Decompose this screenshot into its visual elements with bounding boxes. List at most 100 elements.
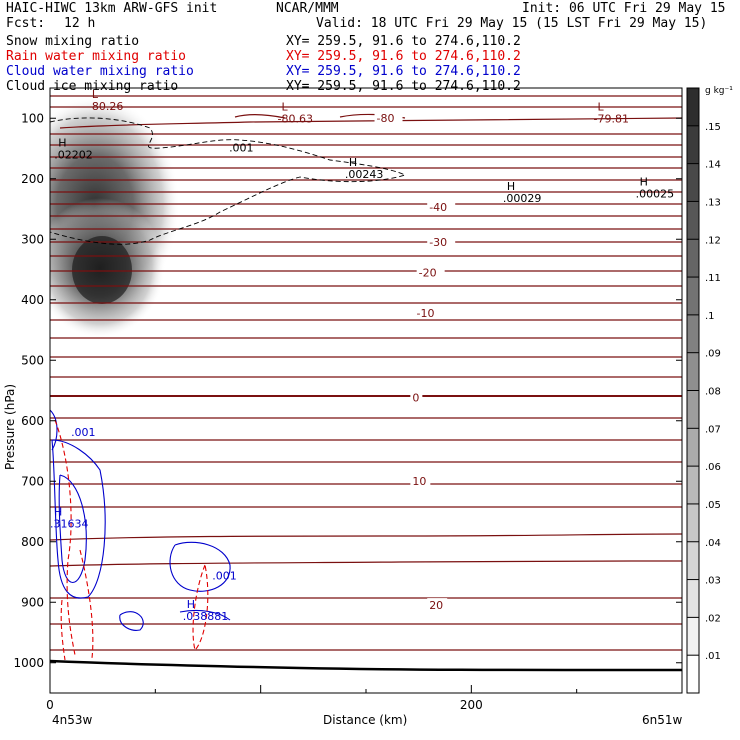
colorbar-segment bbox=[687, 277, 699, 315]
field-name-rain: Rain water mixing ratio bbox=[6, 49, 187, 64]
colorbar-segment bbox=[687, 314, 699, 353]
temperature-contour-label: -40 bbox=[429, 201, 447, 214]
rain-water-contours bbox=[54, 419, 209, 661]
x-end-location: 6n51w bbox=[642, 713, 683, 727]
snow-extremum-marker: H bbox=[507, 180, 515, 193]
colorbar-segment bbox=[687, 88, 699, 126]
temperature-contour-label: -10 bbox=[417, 307, 435, 320]
colorbar-label: .07 bbox=[705, 424, 721, 435]
colorbar-label: .13 bbox=[705, 197, 721, 208]
colorbar-label: .1 bbox=[705, 311, 715, 322]
x-tick-label: 200 bbox=[460, 698, 483, 712]
temperature-extremum-value: -80.26 bbox=[88, 100, 123, 113]
cloud-ice-extremum-value: .02202 bbox=[54, 149, 93, 162]
forecast-label: Fcst: bbox=[6, 16, 46, 31]
field-xy-snow: XY= 259.5, 91.6 to 274.6,110.2 bbox=[286, 34, 521, 49]
temperature-contour-label: 0 bbox=[412, 392, 419, 405]
colorbar-label: .15 bbox=[705, 122, 721, 133]
colorbar-label: .03 bbox=[705, 576, 721, 587]
colorbar: .01 .02 .03 .04 .05 .06 .07 .08 .09 .1 .11 .12 .13 .1… bbox=[686, 87, 721, 694]
temperature-extremum-value: -80.63 bbox=[278, 112, 313, 125]
field-xy-cloud-water: XY= 259.5, 91.6 to 274.6,110.2 bbox=[286, 64, 521, 79]
y-tick-label: 100 bbox=[21, 111, 44, 125]
colorbar-segment bbox=[687, 239, 699, 278]
snow-extremum-marker: H bbox=[349, 156, 357, 169]
colorbar-segment bbox=[687, 466, 699, 504]
snow-contour-label: .001 bbox=[229, 142, 254, 155]
colorbar-segment bbox=[687, 163, 699, 202]
colorbar-segment bbox=[687, 428, 699, 467]
colorbar-label: .12 bbox=[705, 235, 721, 246]
y-tick-label: 800 bbox=[21, 535, 44, 549]
colorbar-label: .02 bbox=[705, 613, 721, 624]
temperature-contour-label: 20 bbox=[429, 599, 443, 612]
temperature-contour-label: -80 bbox=[377, 112, 395, 125]
field-xy-cloud-ice: XY= 259.5, 91.6 to 274.6,110.2 bbox=[286, 79, 521, 94]
field-name-cloud-water: Cloud water mixing ratio bbox=[6, 64, 194, 79]
snow-contour bbox=[50, 117, 407, 245]
snow-extremum-value: .00243 bbox=[345, 168, 384, 181]
y-axis-label: Pressure (hPa) bbox=[3, 383, 17, 470]
valid-time: Valid: 18 UTC Fri 29 May 15 (15 LST Fri … bbox=[316, 16, 708, 31]
colorbar-label: .04 bbox=[705, 538, 721, 549]
contour-label-bg bbox=[427, 235, 456, 249]
x-axis-label: Distance (km) bbox=[323, 713, 408, 727]
cloud-water-contours bbox=[50, 409, 231, 631]
y-tick-label: 1000 bbox=[13, 656, 44, 670]
snow-extremum-value: .00025 bbox=[636, 187, 675, 200]
colorbar-segment bbox=[687, 503, 699, 542]
contour-label-bg bbox=[410, 474, 431, 488]
temperature-contour-label: 10 bbox=[412, 475, 426, 488]
cloud-water-extremum-value: .038881 bbox=[183, 610, 229, 623]
colorbar-label: .01 bbox=[705, 651, 721, 662]
colorbar-segment bbox=[687, 125, 699, 164]
y-tick-label: 400 bbox=[21, 293, 44, 307]
cloud-water-extremum-marker: H bbox=[54, 506, 62, 519]
x-tick-label: 0 bbox=[46, 698, 54, 712]
colorbar-label: .14 bbox=[705, 160, 721, 171]
contour-label-bg bbox=[414, 305, 443, 319]
cloud-water-contour-label: .001 bbox=[71, 426, 96, 439]
colorbar-segment bbox=[687, 352, 699, 391]
contour-label-bg bbox=[374, 111, 403, 125]
colorbar-segment bbox=[687, 617, 699, 656]
colorbar-unit: g kg⁻¹ bbox=[705, 86, 733, 96]
temperature-extremum-marker: L bbox=[598, 100, 605, 113]
y-tick-label: 600 bbox=[21, 414, 44, 428]
colorbar-label: .05 bbox=[705, 500, 721, 511]
temperature-contour-label: -30 bbox=[429, 236, 447, 249]
colorbar-label: .11 bbox=[705, 273, 721, 284]
temperature-extremum-marker: L bbox=[92, 88, 99, 101]
terrain-line bbox=[49, 659, 683, 672]
cloud-water-extremum-value: .31634 bbox=[50, 518, 89, 531]
field-name-snow: Snow mixing ratio bbox=[6, 34, 140, 49]
colorbar-label: .09 bbox=[705, 349, 721, 360]
colorbar-segment bbox=[687, 201, 699, 240]
forecast-value: 12 h bbox=[64, 16, 96, 31]
plot-organization: NCAR/MMM bbox=[276, 1, 339, 16]
init-time: Init: 06 UTC Fri 29 May 15 bbox=[522, 1, 726, 16]
temperature-extremum-value: -79.81 bbox=[594, 112, 629, 125]
temperature-extremum-marker: L bbox=[282, 100, 289, 113]
y-tick-label: 700 bbox=[21, 474, 44, 488]
plot-title: HAIC-HIWC 13km ARW-GFS init bbox=[6, 1, 218, 16]
temperature-contour-label: -20 bbox=[419, 266, 437, 279]
snow-extremum-value: .00029 bbox=[503, 192, 542, 205]
cloud-ice-extremum-marker: H bbox=[58, 137, 66, 150]
x-start-location: 4n53w bbox=[52, 713, 93, 727]
colorbar-label: .06 bbox=[705, 462, 721, 473]
y-tick-label: 900 bbox=[21, 595, 44, 609]
colorbar-segment bbox=[687, 541, 699, 580]
y-tick-label: 300 bbox=[21, 232, 44, 246]
colorbar-segment bbox=[687, 390, 699, 429]
x-axis: 0 200 bbox=[46, 685, 683, 712]
temperature-contours bbox=[50, 95, 682, 651]
colorbar-label: .08 bbox=[705, 387, 721, 398]
field-name-cloud-ice: Cloud ice mixing ratio bbox=[6, 79, 179, 94]
cloud-water-contour-label: .001 bbox=[212, 569, 237, 582]
colorbar-segment bbox=[687, 655, 699, 693]
y-tick-label: 200 bbox=[21, 172, 44, 186]
